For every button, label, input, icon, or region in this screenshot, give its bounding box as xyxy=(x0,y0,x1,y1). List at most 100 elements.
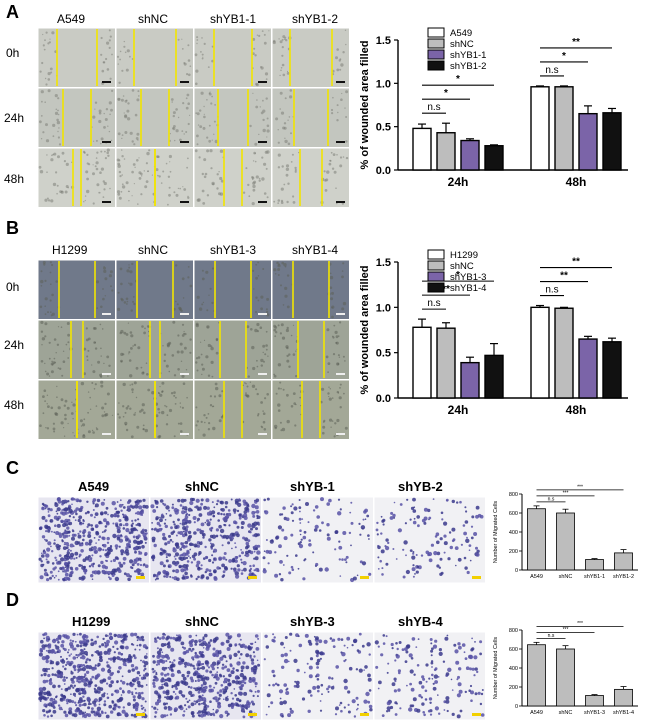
x-tick-label: 48h xyxy=(566,403,587,417)
micrograph-tile xyxy=(194,320,271,379)
significance-label: * xyxy=(456,74,460,85)
legend-label: shYB1-2 xyxy=(450,61,486,72)
scale-bar xyxy=(258,81,267,83)
bar xyxy=(436,132,456,171)
micrograph-tile xyxy=(272,260,349,319)
x-tick-label: 24h xyxy=(448,175,469,189)
bar xyxy=(412,326,432,399)
panel-b-row-label: 24h xyxy=(4,338,25,352)
scale-bar xyxy=(336,81,345,83)
legend-swatch xyxy=(427,282,445,293)
micrograph-tile xyxy=(272,148,349,207)
y-axis-label: Number of Migrated Cells xyxy=(493,501,499,564)
transwell-tile xyxy=(38,497,149,583)
micrograph-tile xyxy=(116,260,193,319)
scale-bar xyxy=(180,141,189,143)
x-tick-label: shYB1-3 xyxy=(584,710,605,716)
scale-bar xyxy=(258,313,267,315)
panel-b-row-label: 48h xyxy=(4,398,25,412)
micrograph-tile xyxy=(272,88,349,147)
panel-a-col-label: shYB1-2 xyxy=(292,12,339,26)
panel-d-col-label: H1299 xyxy=(72,614,111,629)
y-tick-label: 200 xyxy=(509,549,518,555)
scale-bar xyxy=(180,373,189,375)
micrograph-tile xyxy=(38,380,115,439)
significance-label: ** xyxy=(572,37,580,48)
scale-bar xyxy=(472,713,481,716)
transwell-tile xyxy=(262,632,373,720)
micrograph-tile xyxy=(194,88,271,147)
y-axis-label: % of wounded area filled xyxy=(359,266,371,395)
scale-bar xyxy=(360,713,369,716)
scale-bar xyxy=(102,81,111,83)
x-tick-label: shYB1-1 xyxy=(584,574,605,580)
micrograph-tile xyxy=(38,260,115,319)
panel-b-col-label: shYB1-3 xyxy=(210,243,257,257)
significance-label: n.s xyxy=(548,496,555,502)
micrograph-tile xyxy=(116,148,193,207)
micrograph-tile xyxy=(194,148,271,207)
micrograph-tile xyxy=(194,260,271,319)
bar xyxy=(602,341,622,399)
bar xyxy=(484,354,504,399)
y-tick-label: 1.5 xyxy=(376,35,391,47)
panel-a-col-label: A549 xyxy=(57,12,86,26)
transwell-tile xyxy=(374,497,485,583)
scale-bar xyxy=(360,576,369,579)
panel-letter-a: A xyxy=(6,2,19,22)
bar xyxy=(460,361,480,399)
y-tick-label: 800 xyxy=(509,628,518,634)
micrograph-tile xyxy=(272,28,349,87)
panel-b-row-label: 0h xyxy=(6,280,20,294)
significance-label: ** xyxy=(572,257,580,268)
scale-bar xyxy=(136,576,145,579)
panel-c-col-label: shYB-2 xyxy=(398,479,443,494)
bar xyxy=(484,145,504,171)
transwell-tile xyxy=(38,632,149,720)
panel-a-col-label: shYB1-1 xyxy=(210,12,257,26)
bar xyxy=(460,139,480,171)
panel-c-col-label: shNC xyxy=(185,479,219,494)
bar xyxy=(530,306,550,399)
y-tick-label: 0.0 xyxy=(376,165,391,177)
panel-c-migration-chart: 0 200 400 600 800 Number of Migrated Cells A54… xyxy=(493,484,638,580)
scale-bar xyxy=(102,373,111,375)
panel-d-col-label: shYB-3 xyxy=(290,614,335,629)
micrograph-tile xyxy=(116,380,193,439)
panel-d-micrograph-strip xyxy=(38,632,485,720)
bar xyxy=(412,127,432,171)
legend-label: shNC xyxy=(450,261,474,272)
y-tick-label: 600 xyxy=(509,647,518,653)
panel-b-wound-chart: 0.0 0.5 1.0 1.5 % of wounded area filled 24h 4… xyxy=(359,249,628,417)
micrograph-tile xyxy=(116,320,193,379)
y-axis-label: Number of Migrated Cells xyxy=(493,637,499,700)
scale-bar xyxy=(258,433,267,435)
micrograph-tile xyxy=(38,148,115,207)
panel-b-micrograph-grid xyxy=(38,260,349,439)
legend-swatch xyxy=(427,60,445,71)
significance-label: * xyxy=(444,88,448,99)
legend-label: H1299 xyxy=(450,250,478,261)
significance-label: n.s xyxy=(548,633,555,639)
y-tick-label: 400 xyxy=(509,530,518,536)
y-tick-label: 0 xyxy=(515,568,518,574)
legend-label: shYB1-3 xyxy=(450,272,486,283)
panel-b-col-label: shNC xyxy=(138,243,169,257)
micrograph-tile xyxy=(272,320,349,379)
x-tick-label: 48h xyxy=(566,175,587,189)
legend-swatch xyxy=(427,38,445,49)
scale-bar xyxy=(248,576,257,579)
bar xyxy=(527,508,546,571)
panel-c-micrograph-strip xyxy=(38,497,485,583)
y-tick-label: 600 xyxy=(509,511,518,517)
transwell-tile xyxy=(262,497,373,583)
panel-b-col-label: shYB1-4 xyxy=(292,243,339,257)
scale-bar xyxy=(336,201,345,203)
scale-bar xyxy=(258,201,267,203)
x-tick-label: A549 xyxy=(530,710,543,716)
significance-label: n.s xyxy=(427,102,440,113)
micrograph-tile xyxy=(116,28,193,87)
significance-label: n.s xyxy=(545,65,558,76)
x-tick-label: shNC xyxy=(559,574,573,580)
panel-a-row-label: 0h xyxy=(6,46,20,60)
